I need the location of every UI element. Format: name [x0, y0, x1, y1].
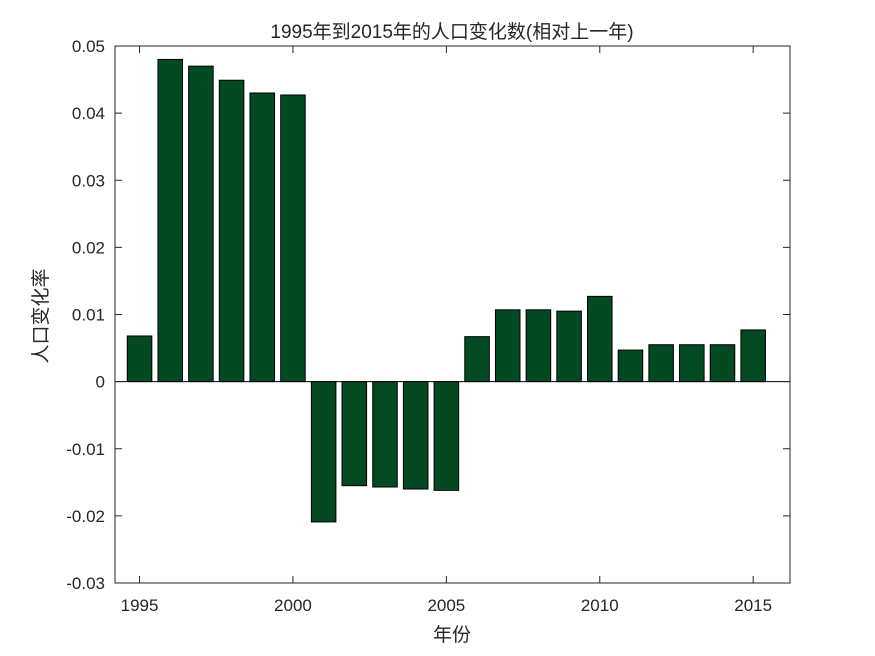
bar-2007	[494, 309, 521, 383]
y-tick-label: -0.03	[66, 574, 105, 593]
bar-2008	[525, 309, 552, 383]
bar-2013	[679, 344, 705, 383]
x-tick-label: 2000	[274, 596, 312, 615]
y-axis-label: 人口变化率	[30, 268, 52, 363]
y-tick-label: -0.01	[66, 440, 105, 459]
bar-2004	[402, 381, 429, 490]
bar-2001	[310, 381, 337, 523]
y-axis-ticks: -0.03 -0.02 -0.01 0 0.01 0.02 0.03 0.04 0.05	[66, 37, 790, 593]
bar-2006	[464, 336, 490, 383]
bar-1999	[249, 92, 276, 383]
y-tick-label: 0.02	[72, 238, 105, 257]
x-tick-label: 1995	[121, 596, 159, 615]
y-tick-label: 0.01	[72, 306, 105, 325]
bar-2002	[341, 381, 368, 487]
y-tick-label: 0	[96, 373, 105, 392]
bar-2000	[280, 94, 306, 383]
x-axis-ticks: 1995 2000 2005 2010 2015	[121, 46, 772, 615]
bar-2015	[740, 329, 766, 383]
chart-title: 1995年到2015年的人口变化数(相对上一年)	[270, 21, 633, 43]
x-tick-label: 2015	[734, 596, 772, 615]
bar-1996	[157, 58, 183, 383]
bar-2009	[556, 310, 582, 383]
bar-2012	[648, 344, 674, 383]
bar-2014	[709, 344, 736, 383]
bar-2003	[372, 381, 398, 488]
y-tick-label: 0.05	[72, 37, 105, 56]
y-tick-label: -0.02	[66, 507, 105, 526]
y-tick-label: 0.04	[72, 104, 105, 123]
bar-1998	[218, 79, 245, 383]
x-tick-label: 2010	[581, 596, 619, 615]
bar-2005	[433, 381, 460, 491]
bar-1995	[126, 335, 153, 383]
x-axis-label: 年份	[433, 624, 471, 646]
bar-1997	[188, 65, 214, 383]
bar-2010	[587, 295, 613, 383]
x-tick-label: 2005	[427, 596, 465, 615]
y-tick-label: 0.03	[72, 171, 105, 190]
plot-background	[115, 46, 790, 583]
bar-2011	[617, 349, 644, 383]
bars-group	[126, 58, 766, 523]
